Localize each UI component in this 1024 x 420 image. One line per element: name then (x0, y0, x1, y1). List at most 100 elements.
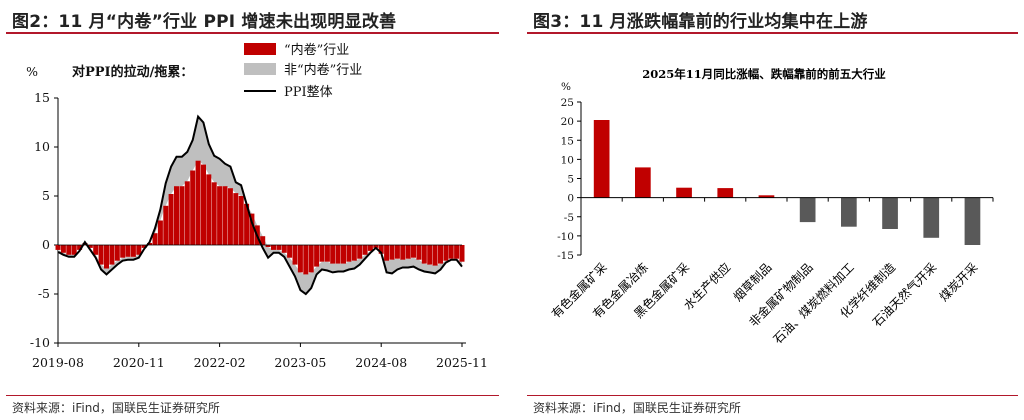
left-inward-bar (98, 245, 104, 265)
left-inward-bar (362, 245, 368, 255)
left-inward-bar (341, 245, 346, 264)
left-inward-bar (201, 164, 206, 245)
left-inward-bar (384, 245, 390, 261)
right-bar (799, 197, 816, 223)
left-legend-swatch-non-inward (244, 63, 276, 75)
left-inward-bar (168, 194, 174, 245)
left-panel: 图2：11 月“内卷”行业 PPI 增速未出现明显改善 -10 -5 0 5 10 15 2… (0, 0, 505, 420)
left-inward-bar (260, 236, 266, 245)
left-x-tick-label: 2024-08 (355, 355, 407, 370)
right-y-tick-label: 15 (561, 135, 574, 147)
left-inward-bar (184, 181, 190, 245)
right-panel: 图3：11 月涨跌幅靠前的行业均集中在上游 2025年11月同比涨幅、跌幅靠前的… (521, 0, 1024, 420)
left-y-unit: % (26, 64, 38, 79)
left-legend-swatch-inward (244, 43, 276, 55)
left-ppi-line (57, 114, 463, 296)
left-inward-bar (136, 245, 142, 255)
left-inward-bar (163, 205, 169, 245)
left-inward-bar (179, 186, 185, 245)
left-y-tick-label: -10 (30, 335, 50, 350)
left-inward-bar (195, 160, 201, 245)
right-bar (635, 167, 651, 198)
left-inward-bar (120, 245, 126, 258)
left-inward-bar (66, 245, 72, 255)
right-chart: 2025年11月同比涨幅、跌幅靠前的前五大行业 % -15 -10 -5 0 5 10 15… (548, 67, 994, 347)
left-inward-bar (292, 245, 298, 265)
left-inward-bar (405, 245, 411, 259)
left-inward-bar (281, 245, 287, 253)
left-inward-bar (104, 245, 109, 269)
left-inward-bar (60, 245, 66, 253)
right-y-tick-label: -15 (557, 250, 574, 262)
left-inward-bar (217, 186, 223, 245)
left-inward-bar (55, 245, 61, 250)
left-x-tick-label: 2019-08 (32, 355, 84, 370)
left-title-rule (6, 32, 499, 34)
left-inward-bar (147, 243, 153, 245)
right-y-tick-label: 20 (561, 116, 574, 128)
right-category-label: 煤炭开采 (937, 260, 981, 304)
left-inward-bar (152, 233, 158, 245)
left-y-tick-label: -5 (38, 286, 50, 301)
left-inward-bar (432, 245, 438, 266)
right-bar (593, 120, 610, 198)
left-inward-bar (448, 245, 454, 259)
left-inward-bar (265, 245, 271, 247)
left-inward-bar (314, 245, 320, 267)
left-inward-bar (454, 245, 460, 259)
left-inward-bar (443, 245, 449, 261)
left-y-tick-label: 5 (42, 188, 50, 203)
left-source: 资料来源：iFind，国联民生证券研究所 (12, 401, 220, 415)
left-inward-bar (346, 245, 352, 262)
left-inward-bar (249, 213, 255, 245)
left-legend-label: “内卷”行业 (284, 42, 349, 58)
left-inward-bar (394, 245, 400, 259)
left-inward-bar (421, 245, 427, 264)
left-inward-bar (400, 245, 406, 260)
left-x-tick-label: 2025-11 (436, 355, 488, 370)
left-inward-bar (319, 245, 325, 262)
right-bar (758, 195, 775, 198)
right-bar (717, 188, 734, 198)
left-inward-bar (357, 245, 363, 259)
right-plot-area: -15-10-50510152025有色金属矿采有色金属冶炼黑色金属矿采水生产供… (548, 97, 994, 347)
left-inward-bar (373, 245, 379, 248)
right-y-tick-label: -5 (564, 212, 574, 224)
right-source-rule (527, 395, 1018, 396)
left-inward-bar (378, 245, 384, 254)
right-y-tick-label: -10 (557, 231, 574, 243)
left-x-tick-label: 2022-02 (194, 355, 246, 370)
right-y-tick-label: 25 (561, 97, 574, 109)
right-bar (964, 197, 981, 245)
right-title-rule (527, 32, 1018, 34)
left-inward-bar (276, 245, 282, 250)
right-category-label: 石油、煤炭燃料加工 (770, 260, 857, 347)
right-figure-title: 图3：11 月涨跌幅靠前的行业均集中在上游 (533, 12, 868, 32)
left-inward-bar (125, 245, 131, 257)
left-inward-bar (297, 245, 303, 273)
left-plot-area: -10 -5 0 5 10 15 2019-08 2020-11 2022-02 2023-05 2… (30, 90, 488, 370)
left-inward-bar (233, 193, 239, 245)
left-inward-bar (87, 245, 93, 248)
left-inward-bar (411, 245, 416, 258)
left-inward-bar (308, 245, 314, 273)
left-inward-bar (206, 174, 212, 245)
left-inward-bar (157, 220, 163, 245)
left-inward-bar (130, 245, 136, 257)
left-inward-bar (303, 245, 309, 275)
left-x-tick-label: 2020-11 (113, 355, 165, 370)
left-legend-label: PPI整体 (284, 85, 333, 100)
left-inward-bar (271, 245, 276, 250)
right-y-tick-label: 10 (561, 154, 574, 166)
right-chart-title: 2025年11月同比涨幅、跌幅靠前的前五大行业 (642, 67, 886, 81)
left-inward-bar (244, 203, 250, 245)
left-inward-bar (459, 245, 465, 262)
right-source: 资料来源：iFind，国联民生证券研究所 (533, 401, 741, 415)
left-inward-bar (211, 182, 217, 245)
left-inward-bar (174, 186, 179, 245)
right-bar (841, 197, 857, 227)
left-chart: -10 -5 0 5 10 15 2019-08 2020-11 2022-02 2023-05 2… (26, 42, 488, 370)
left-inward-bar (287, 245, 293, 258)
right-bar (882, 197, 898, 229)
left-inward-bar (238, 196, 244, 245)
